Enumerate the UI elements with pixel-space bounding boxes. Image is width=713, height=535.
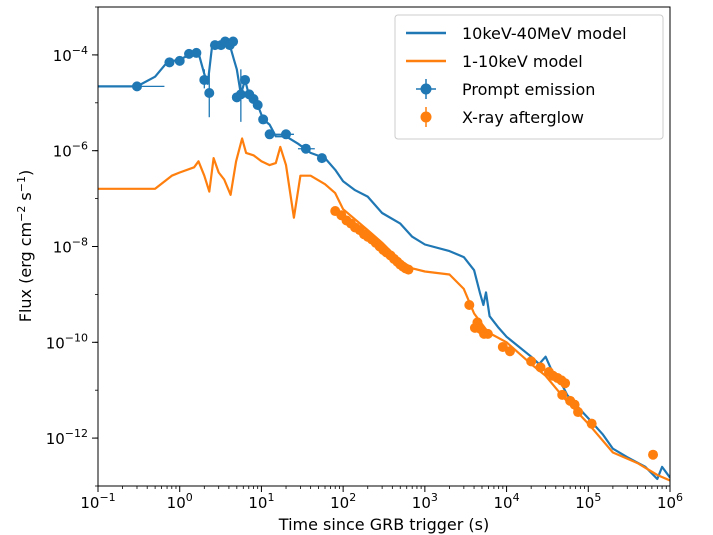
- data-point-2: [174, 55, 185, 66]
- data-point-2: [199, 69, 210, 89]
- marker: [174, 55, 185, 66]
- marker: [482, 328, 493, 339]
- data-point-3: [560, 378, 571, 389]
- x-tick-label: 104: [494, 491, 520, 512]
- y-axis-label: Flux (erg cm−2 s−1): [15, 170, 35, 322]
- x-axis-label: Time since GRB trigger (s): [278, 515, 489, 534]
- y-tick-label: 10−12: [46, 427, 88, 448]
- data-point-3: [557, 389, 568, 400]
- series-line-1: [98, 137, 670, 482]
- data-point-3: [464, 300, 475, 311]
- marker: [240, 74, 251, 85]
- marker: [228, 36, 239, 47]
- legend-marker-prompt: [416, 79, 436, 99]
- marker: [464, 300, 475, 311]
- data-point-2: [98, 81, 165, 92]
- marker: [184, 48, 195, 59]
- x-tick-label: 100: [167, 491, 193, 512]
- marker: [191, 47, 202, 58]
- data-point-2: [164, 57, 175, 68]
- y-tick-label: 10−8: [53, 236, 88, 257]
- marker: [199, 74, 210, 85]
- data-point-3: [504, 346, 515, 357]
- legend-label-orange-model: 1-10keV model: [462, 52, 583, 71]
- marker: [235, 89, 246, 100]
- marker: [252, 99, 263, 110]
- marker: [648, 449, 659, 460]
- marker: [526, 356, 537, 367]
- x-tick-label: 103: [412, 491, 438, 512]
- marker: [586, 418, 597, 429]
- legend-label-prompt: Prompt emission: [462, 80, 595, 99]
- data-point-2: [184, 48, 195, 59]
- marker-layer: [98, 36, 659, 460]
- data-point-3: [526, 356, 537, 367]
- x-tick-label: 10−1: [80, 491, 115, 512]
- marker: [300, 143, 311, 154]
- legend: 10keV-40MeV model 1-10keV model Prompt e…: [394, 14, 664, 140]
- data-point-3: [586, 418, 597, 429]
- marker: [164, 57, 175, 68]
- data-point-2: [264, 129, 275, 140]
- data-point-2: [297, 143, 315, 154]
- marker: [504, 346, 515, 357]
- marker: [316, 153, 327, 164]
- data-point-2: [275, 129, 294, 140]
- y-tick-label: 10−10: [46, 331, 88, 352]
- legend-box: [394, 14, 664, 140]
- x-axis: 10−1 100 101 102 103 104 105 106: [80, 486, 683, 512]
- data-point-3: [535, 362, 546, 373]
- legend-label-afterglow: X-ray afterglow: [462, 108, 584, 127]
- marker: [560, 378, 571, 389]
- x-tick-label: 105: [575, 491, 601, 512]
- data-point-3: [573, 407, 584, 418]
- data-point-2: [240, 74, 251, 85]
- x-tick-label: 102: [330, 491, 356, 512]
- x-tick-label: 101: [248, 491, 274, 512]
- marker: [131, 81, 142, 92]
- data-point-2: [191, 47, 202, 58]
- marker: [535, 362, 546, 373]
- data-point-2: [258, 114, 269, 125]
- data-point-3: [569, 399, 580, 410]
- marker: [264, 129, 275, 140]
- y-axis: 10−12 10−10 10−8 10−6 10−4: [46, 6, 98, 487]
- marker: [573, 407, 584, 418]
- marker: [204, 88, 215, 99]
- data-point-2: [204, 73, 215, 118]
- legend-marker-afterglow: [420, 107, 432, 127]
- marker: [569, 399, 580, 410]
- data-point-2: [252, 99, 263, 110]
- x-tick-label: 106: [657, 491, 683, 512]
- marker: [557, 389, 568, 400]
- data-point-2: [228, 36, 239, 47]
- data-point-3: [648, 449, 659, 460]
- y-tick-label: 10−6: [53, 140, 88, 161]
- marker: [403, 264, 414, 275]
- marker: [258, 114, 269, 125]
- legend-label-blue-model: 10keV-40MeV model: [462, 24, 627, 43]
- marker: [281, 129, 292, 140]
- y-tick-label: 10−4: [53, 44, 88, 65]
- data-point-3: [482, 328, 493, 339]
- data-point-2: [316, 153, 327, 164]
- data-point-3: [403, 264, 414, 275]
